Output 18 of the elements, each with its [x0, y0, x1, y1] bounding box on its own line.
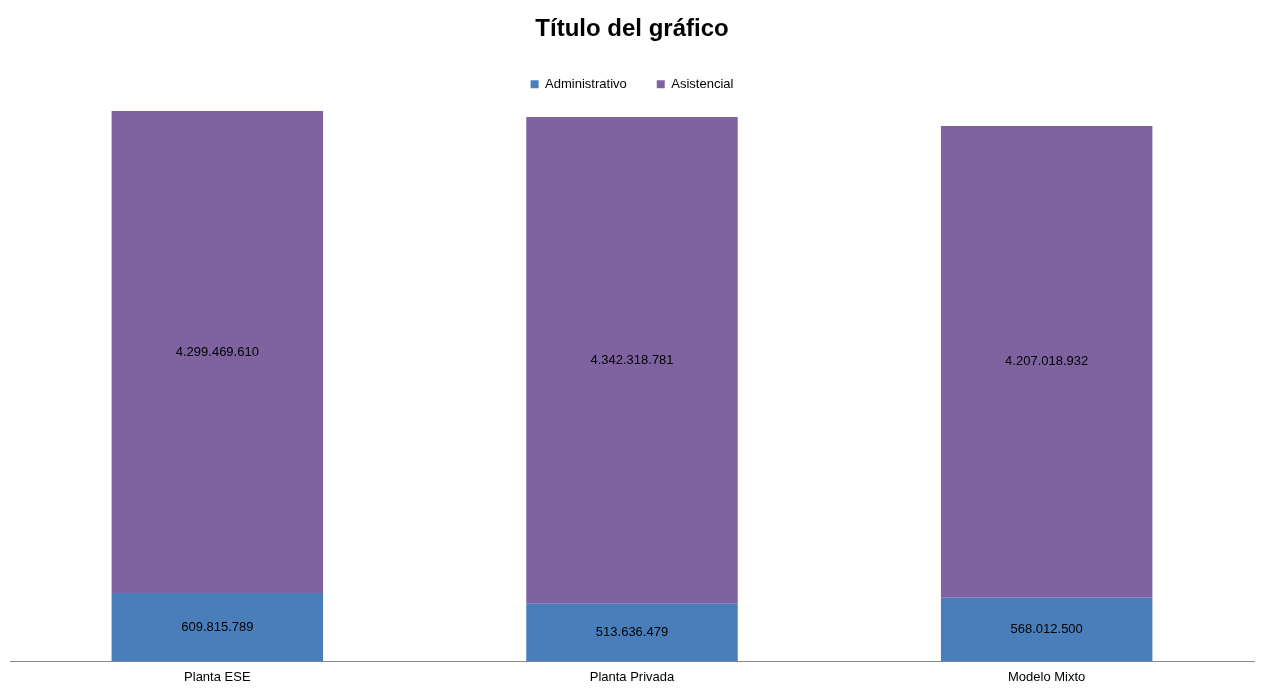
data-label: 513.636.479	[595, 624, 669, 640]
chart-title: Título del gráfico	[535, 14, 729, 42]
bar	[526, 116, 738, 604]
legend-label: Administrativo	[545, 75, 627, 91]
bar	[940, 597, 1153, 662]
data-label: 4.342.318.781	[590, 351, 674, 367]
bar	[111, 593, 324, 662]
bar	[940, 126, 1153, 598]
data-label: 4.207.018.932	[1005, 353, 1089, 369]
x-tick-label: Planta ESE	[184, 668, 251, 684]
x-tick-label: Planta Privada	[589, 668, 676, 684]
data-label: 609.815.789	[181, 618, 254, 634]
legend-label: Asistencial	[671, 75, 734, 91]
data-label: 4.299.469.610	[175, 343, 259, 359]
x-tick-label: Modelo Mixto	[1008, 668, 1086, 684]
bar	[526, 603, 738, 662]
data-label: 568.012.500	[1010, 621, 1083, 637]
bar	[111, 110, 324, 594]
